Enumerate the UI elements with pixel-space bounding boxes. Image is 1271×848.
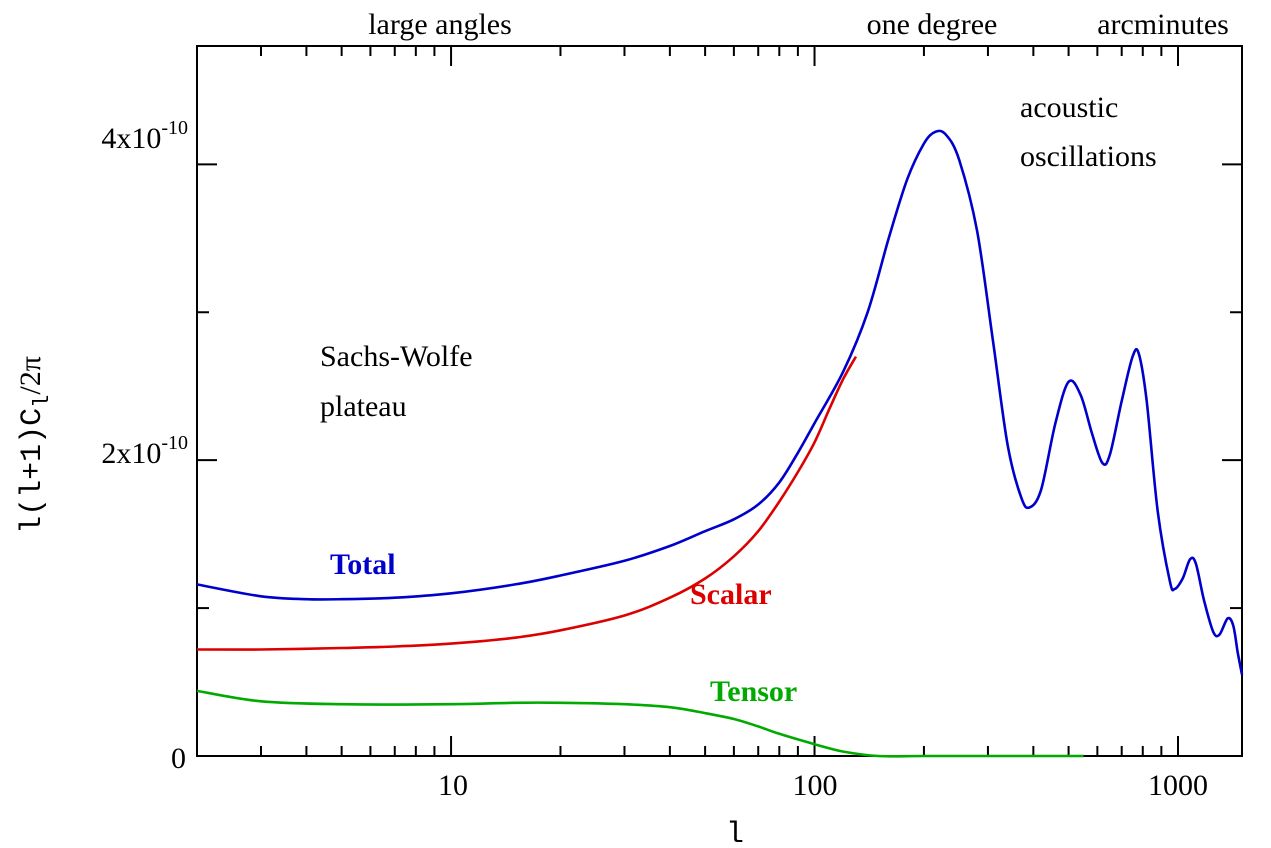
plot-frame — [196, 45, 1243, 757]
axis-ticks — [196, 46, 1242, 757]
series-label-tensor: Tensor — [710, 675, 797, 708]
series-label-total: Total — [330, 548, 396, 581]
series-line-total — [196, 129, 1244, 675]
x-tick-label-100: 100 — [793, 769, 838, 802]
plateau-annotation-line2: plateau — [320, 390, 407, 423]
y-tick-4-mantissa: 4x10 — [101, 122, 161, 155]
top-label-one-degree: one degree — [867, 8, 998, 41]
series-label-scalar: Scalar — [690, 578, 772, 611]
x-tick-label-1000: 1000 — [1148, 769, 1208, 802]
y-tick-label-0: 0 — [171, 742, 186, 775]
x-axis-label: l — [726, 818, 744, 848]
x-tick-label-10: 10 — [438, 769, 468, 802]
top-label-large-angles: large angles — [368, 8, 512, 41]
series-line-scalar — [196, 355, 858, 651]
plot-border — [196, 45, 1243, 757]
acoustic-annotation-line1: acoustic — [1020, 91, 1118, 124]
top-label-arcminutes: arcminutes — [1097, 8, 1229, 41]
y-tick-label-4e-10: 4x10-10 — [101, 117, 188, 155]
y-axis-label-tail: /2π — [14, 356, 47, 394]
series-lines — [196, 129, 1244, 758]
y-tick-2-mantissa: 2x10 — [101, 437, 161, 470]
y-axis-label: l(l+1)Cl/2π — [14, 356, 55, 534]
y-tick-4-exponent: -10 — [161, 117, 188, 139]
plateau-annotation-line1: Sachs-Wolfe — [320, 340, 473, 373]
y-tick-label-2e-10: 2x10-10 — [101, 432, 188, 470]
y-axis-label-main: l(l+1)C — [16, 408, 50, 534]
acoustic-annotation-line2: oscillations — [1020, 140, 1157, 173]
y-tick-2-exponent: -10 — [161, 432, 188, 454]
series-line-tensor — [196, 689, 1084, 758]
y-axis-label-sub: l — [30, 395, 55, 408]
